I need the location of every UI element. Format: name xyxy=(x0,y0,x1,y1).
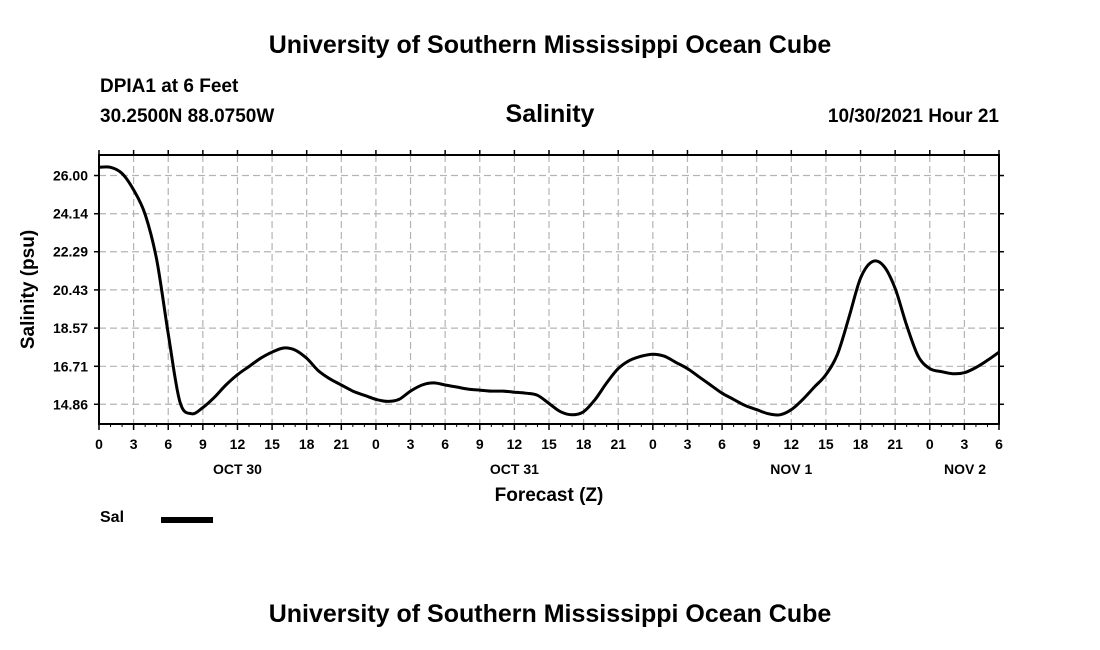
chart-title: Salinity xyxy=(505,100,595,128)
x-tick-label: 6 xyxy=(441,436,449,452)
x-tick-label: 9 xyxy=(476,436,484,452)
x-tick-label: 9 xyxy=(199,436,207,452)
y-tick-label: 16.71 xyxy=(53,358,88,374)
x-axis-label: Forecast (Z) xyxy=(495,485,604,506)
legend: Sal xyxy=(100,509,220,531)
plot-frame xyxy=(98,154,1000,425)
forecast-timestamp: 10/30/2021 Hour 21 xyxy=(827,106,999,127)
x-tick-label: 21 xyxy=(334,436,350,452)
x-tick-label: 6 xyxy=(164,436,172,452)
x-tick-label: 12 xyxy=(784,436,800,452)
y-tick-label: 20.43 xyxy=(53,282,88,298)
x-tick-label: 3 xyxy=(960,436,968,452)
y-tick-label: 18.57 xyxy=(53,320,88,336)
x-tick-label: 18 xyxy=(576,436,592,452)
x-tick-label: 12 xyxy=(507,436,523,452)
x-tick-label: 0 xyxy=(95,436,103,452)
x-tick-label: 3 xyxy=(407,436,415,452)
x-tick-label: 3 xyxy=(684,436,692,452)
x-tick-label: 18 xyxy=(299,436,315,452)
x-tick-label: 6 xyxy=(995,436,1003,452)
y-tick-label: 26.00 xyxy=(53,168,88,184)
x-date-label: OCT 30 xyxy=(213,461,262,477)
x-tick-label: 3 xyxy=(130,436,138,452)
footer-title: University of Southern Mississippi Ocean… xyxy=(268,600,832,628)
y-tick-label: 24.14 xyxy=(53,206,88,222)
y-tick-label: 22.29 xyxy=(53,244,88,260)
x-tick-label: 21 xyxy=(610,436,626,452)
y-axis-label: Salinity (psu) xyxy=(18,230,39,349)
x-date-label: NOV 2 xyxy=(944,461,986,477)
x-tick-label: 6 xyxy=(718,436,726,452)
station-coordinates: 30.2500N 88.0750W xyxy=(100,106,275,127)
x-tick-label: 0 xyxy=(926,436,934,452)
x-date-label: OCT 31 xyxy=(490,461,539,477)
page-title: University of Southern Mississippi Ocean… xyxy=(268,31,832,59)
x-tick-label: 18 xyxy=(853,436,869,452)
y-tick-label: 14.86 xyxy=(53,396,88,412)
x-tick-label: 15 xyxy=(264,436,280,452)
x-tick-label: 0 xyxy=(372,436,380,452)
x-tick-label: 21 xyxy=(887,436,903,452)
x-tick-label: 12 xyxy=(230,436,246,452)
x-date-label: NOV 1 xyxy=(770,461,812,477)
x-tick-label: 15 xyxy=(541,436,557,452)
station-label: DPIA1 at 6 Feet xyxy=(100,76,239,97)
x-tick-label: 9 xyxy=(753,436,761,452)
x-tick-label: 15 xyxy=(818,436,834,452)
legend-label: Sal xyxy=(100,509,125,526)
x-tick-label: 0 xyxy=(649,436,657,452)
legend-swatch xyxy=(161,517,213,523)
salinity-series-line xyxy=(98,165,1000,417)
